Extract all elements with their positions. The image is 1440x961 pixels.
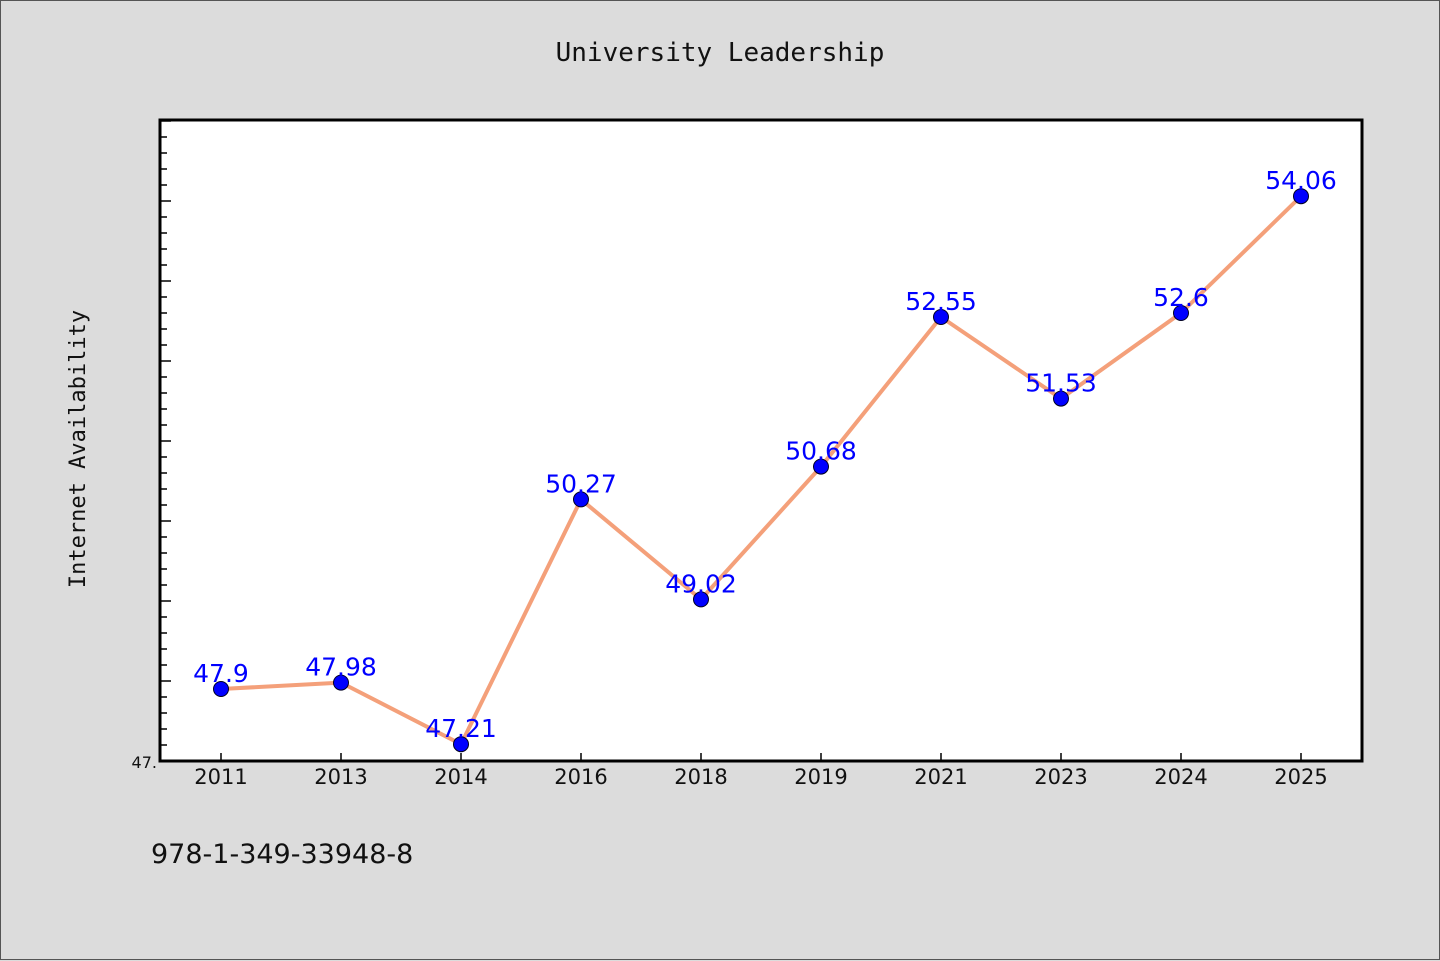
x-tick-label: 2019 xyxy=(794,765,847,789)
x-tick-label: 2024 xyxy=(1154,765,1207,789)
data-label: 51.53 xyxy=(1025,369,1097,398)
data-point-marker xyxy=(1293,188,1309,205)
data-point-marker xyxy=(213,681,229,697)
x-tick-label: 2025 xyxy=(1274,765,1327,789)
data-label: 47.9 xyxy=(193,659,249,688)
data-label: 52.55 xyxy=(905,287,977,316)
y-axis-ticks: 47. xyxy=(132,120,171,772)
data-label: 47.21 xyxy=(425,714,497,743)
data-point-marker xyxy=(333,674,349,691)
series-line-group xyxy=(220,194,1303,747)
data-point-marker xyxy=(693,591,709,608)
data-label: 54.06 xyxy=(1265,166,1337,195)
data-point-marker xyxy=(453,736,469,753)
y-tick-label: 47. xyxy=(132,753,157,772)
data-point-marker xyxy=(813,458,829,475)
data-point-marker xyxy=(1173,305,1189,321)
data-label: 50.68 xyxy=(785,437,857,466)
data-label: 50.27 xyxy=(545,469,617,498)
data-point-marker xyxy=(573,491,589,508)
data-label: 47.98 xyxy=(305,653,377,682)
marker-group xyxy=(213,188,1309,753)
x-tick-label: 2016 xyxy=(554,765,607,789)
data-label: 49.02 xyxy=(665,569,737,598)
plot-area xyxy=(158,118,1364,763)
chart-title: University Leadership xyxy=(556,38,885,68)
data-label-group: 47.9 47.98 47.21 50.27 49.02 50.68 52.55 51.53 5… xyxy=(193,166,1337,743)
x-axis-ticks: 2011 2013 2014 2016 2018 2019 2021 2023 2024 2025 xyxy=(194,753,1328,789)
data-label: 52.6 xyxy=(1153,283,1209,312)
x-tick-label: 2023 xyxy=(1034,765,1087,789)
series-line xyxy=(220,194,1303,747)
x-tick-label: 2021 xyxy=(914,765,967,789)
x-tick-label: 2011 xyxy=(194,765,247,789)
x-tick-label: 2013 xyxy=(314,765,367,789)
y-axis-label: Internet Availability xyxy=(66,310,91,588)
data-point-marker xyxy=(1053,390,1069,407)
footnote-isbn: 978-1-349-33948-8 xyxy=(151,839,413,870)
data-point-marker xyxy=(933,309,949,325)
x-tick-label: 2014 xyxy=(434,765,487,789)
x-tick-label: 2018 xyxy=(674,765,727,789)
